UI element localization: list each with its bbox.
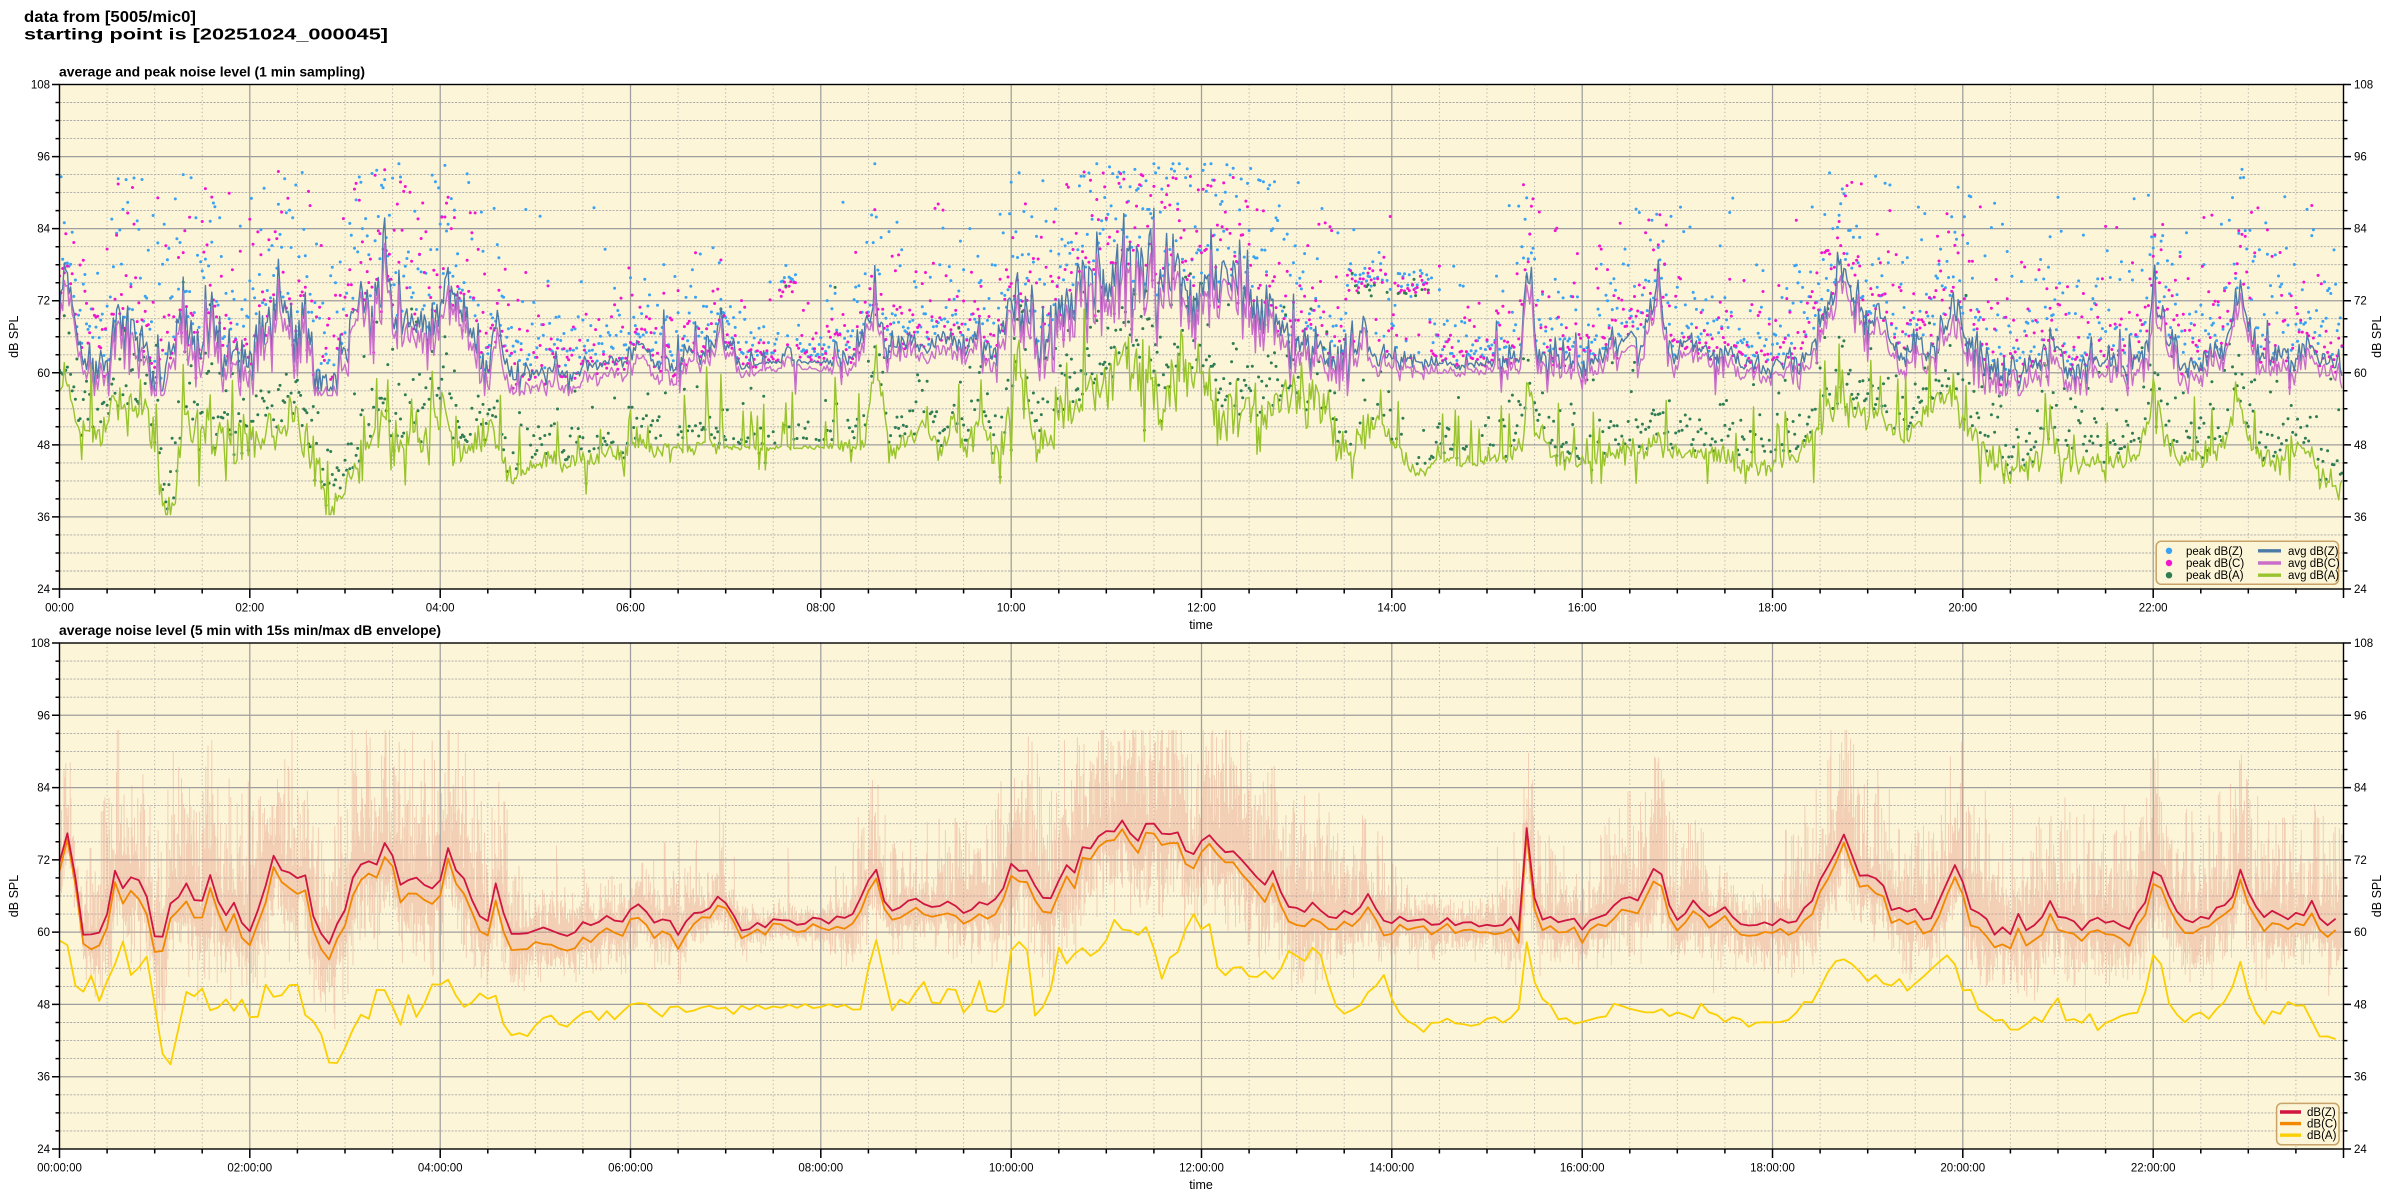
svg-text:108: 108 (31, 80, 50, 92)
svg-text:60: 60 (2354, 927, 2367, 939)
svg-text:04:00:00: 04:00:00 (418, 1163, 463, 1175)
svg-text:06:00:00: 06:00:00 (608, 1163, 653, 1175)
svg-text:48: 48 (37, 440, 50, 452)
svg-text:dB SPL: dB SPL (2370, 875, 2384, 917)
svg-text:18:00: 18:00 (1758, 603, 1787, 615)
svg-text:96: 96 (37, 152, 50, 164)
svg-text:starting point is [20251024_00: starting point is [20251024_000045] (24, 26, 388, 43)
svg-text:16:00: 16:00 (1568, 603, 1597, 615)
svg-text:14:00:00: 14:00:00 (1369, 1163, 1414, 1175)
svg-text:00:00:00: 00:00:00 (37, 1163, 82, 1175)
svg-text:avg dB(A): avg dB(A) (2288, 570, 2339, 582)
svg-text:24: 24 (37, 584, 50, 596)
svg-text:dB(A): dB(A) (2307, 1130, 2337, 1142)
svg-text:72: 72 (2354, 855, 2367, 867)
svg-text:10:00:00: 10:00:00 (989, 1163, 1034, 1175)
svg-text:12:00: 12:00 (1187, 603, 1216, 615)
svg-text:36: 36 (37, 512, 50, 524)
svg-text:10:00: 10:00 (997, 603, 1026, 615)
svg-text:average and peak noise level (: average and peak noise level (1 min samp… (59, 65, 365, 80)
svg-text:08:00:00: 08:00:00 (798, 1163, 843, 1175)
svg-text:24: 24 (2354, 1144, 2367, 1156)
svg-text:peak dB(Z): peak dB(Z) (2186, 546, 2243, 558)
svg-text:avg dB(Z): avg dB(Z) (2288, 546, 2339, 558)
svg-text:00:00: 00:00 (45, 603, 74, 615)
svg-text:96: 96 (2354, 152, 2367, 164)
svg-text:dB SPL: dB SPL (2370, 315, 2384, 357)
svg-text:72: 72 (2354, 296, 2367, 308)
svg-text:04:00: 04:00 (426, 603, 455, 615)
svg-text:24: 24 (2354, 584, 2367, 596)
svg-text:dB SPL: dB SPL (7, 315, 21, 357)
svg-text:20:00:00: 20:00:00 (1940, 1163, 1985, 1175)
svg-text:08:00: 08:00 (806, 603, 835, 615)
svg-text:06:00: 06:00 (616, 603, 645, 615)
svg-text:24: 24 (37, 1144, 50, 1156)
svg-text:108: 108 (2354, 638, 2373, 650)
svg-text:108: 108 (31, 638, 50, 650)
svg-text:108: 108 (2354, 80, 2373, 92)
svg-text:12:00:00: 12:00:00 (1179, 1163, 1224, 1175)
svg-text:18:00:00: 18:00:00 (1750, 1163, 1795, 1175)
svg-text:36: 36 (2354, 1072, 2367, 1084)
svg-text:84: 84 (2354, 224, 2367, 236)
svg-text:72: 72 (37, 296, 50, 308)
svg-text:16:00:00: 16:00:00 (1560, 1163, 1605, 1175)
svg-text:60: 60 (37, 368, 50, 380)
svg-text:time: time (1189, 618, 1213, 632)
svg-text:96: 96 (37, 710, 50, 722)
svg-text:84: 84 (37, 783, 50, 795)
svg-text:60: 60 (37, 927, 50, 939)
svg-text:48: 48 (2354, 440, 2367, 452)
svg-text:84: 84 (2354, 783, 2367, 795)
svg-text:48: 48 (2354, 999, 2367, 1011)
svg-text:time: time (1189, 1178, 1213, 1192)
svg-text:36: 36 (2354, 512, 2367, 524)
svg-text:peak dB(A): peak dB(A) (2186, 570, 2244, 582)
svg-text:dB(C): dB(C) (2307, 1119, 2337, 1131)
svg-text:average noise level (5 min wit: average noise level (5 min with 15s min/… (59, 623, 441, 638)
svg-text:72: 72 (37, 855, 50, 867)
svg-text:84: 84 (37, 224, 50, 236)
svg-text:02:00:00: 02:00:00 (227, 1163, 272, 1175)
svg-text:22:00: 22:00 (2139, 603, 2168, 615)
svg-text:22:00:00: 22:00:00 (2131, 1163, 2176, 1175)
svg-text:48: 48 (37, 999, 50, 1011)
svg-text:peak dB(C): peak dB(C) (2186, 558, 2244, 570)
svg-text:dB(Z): dB(Z) (2307, 1107, 2336, 1119)
svg-text:avg dB(C): avg dB(C) (2288, 558, 2340, 570)
svg-text:20:00: 20:00 (1948, 603, 1977, 615)
svg-text:dB SPL: dB SPL (7, 875, 21, 917)
svg-text:60: 60 (2354, 368, 2367, 380)
svg-text:data from [5005/mic0]: data from [5005/mic0] (24, 9, 196, 26)
svg-text:36: 36 (37, 1072, 50, 1084)
svg-text:02:00: 02:00 (235, 603, 264, 615)
svg-text:14:00: 14:00 (1377, 603, 1406, 615)
svg-text:96: 96 (2354, 710, 2367, 722)
